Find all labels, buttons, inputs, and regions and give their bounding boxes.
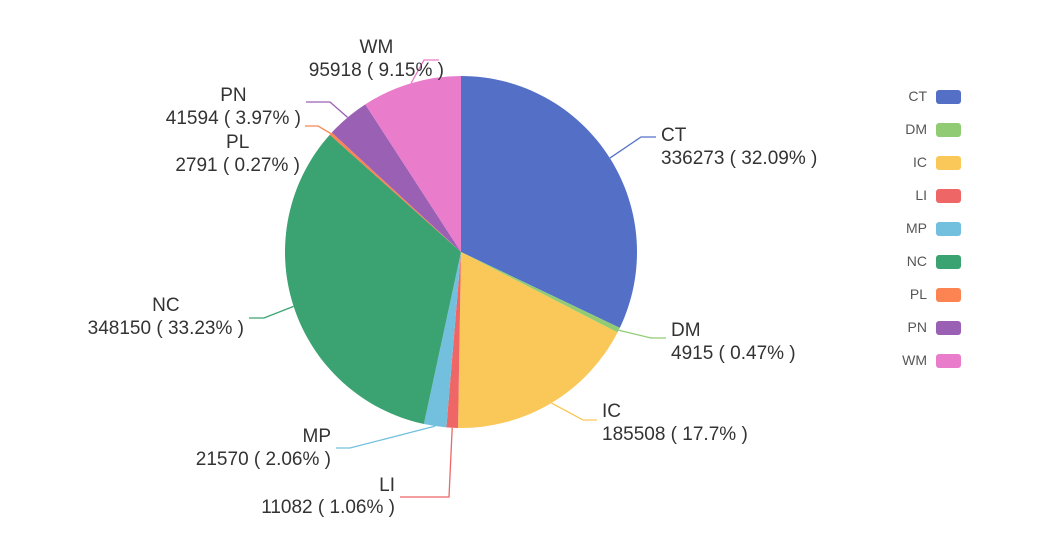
slice-name-label-CT: CT — [661, 125, 687, 146]
legend-item-LI[interactable]: LI — [897, 187, 961, 204]
pie-slice-MP[interactable] — [423, 252, 461, 428]
slice-value-label-IC: 185508 ( 17.7% ) — [602, 424, 748, 445]
legend-label-DM: DM — [905, 121, 927, 137]
pie-slice-IC[interactable] — [458, 252, 618, 429]
label-line-LI — [400, 427, 453, 498]
legend-label-PN: PN — [907, 319, 927, 335]
slice-value-label-PL: 2791 ( 0.27% ) — [175, 155, 300, 176]
legend-item-MP[interactable]: MP — [897, 220, 961, 237]
legend-swatch-NC — [936, 254, 961, 269]
pie-slice-PN[interactable] — [331, 104, 461, 252]
label-line-MP — [336, 425, 436, 449]
label-line-PL — [305, 125, 332, 135]
slice-name-label-PL: PL — [226, 132, 249, 153]
legend-label-MP: MP — [906, 220, 927, 236]
legend-label-NC: NC — [906, 253, 927, 269]
slice-name-label-IC: IC — [602, 401, 621, 422]
pie-slice-PL[interactable] — [329, 132, 461, 252]
slice-name-label-MP: MP — [303, 426, 332, 447]
legend-swatch-LI — [936, 188, 961, 203]
legend-item-IC[interactable]: IC — [897, 154, 961, 171]
slice-value-label-PN: 41594 ( 3.97% ) — [166, 108, 301, 129]
legend-item-CT[interactable]: CT — [897, 88, 961, 105]
legend-item-WM[interactable]: WM — [897, 352, 961, 369]
legend-swatch-IC — [936, 155, 961, 170]
slice-value-label-DM: 4915 ( 0.47% ) — [671, 343, 796, 364]
chart-legend: CT DM IC LI MP NC PL PN WM — [897, 88, 961, 369]
slice-name-label-WM: WM — [360, 37, 394, 58]
legend-swatch-PL — [936, 287, 961, 302]
legend-swatch-DM — [936, 122, 961, 137]
legend-swatch-WM — [936, 353, 961, 368]
pie-slice-CT[interactable] — [461, 76, 638, 328]
label-line-DM — [618, 329, 666, 339]
legend-swatch-CT — [936, 89, 961, 104]
label-line-CT — [609, 136, 656, 159]
legend-label-LI: LI — [915, 187, 927, 203]
slice-value-label-CT: 336273 ( 32.09% ) — [661, 148, 817, 169]
label-line-WM — [410, 59, 439, 84]
legend-label-PL: PL — [909, 286, 927, 302]
slice-value-label-NC: 348150 ( 33.23% ) — [88, 318, 244, 339]
legend-label-IC: IC — [913, 154, 927, 170]
pie-slice-WM[interactable] — [365, 76, 461, 252]
legend-swatch-MP — [936, 221, 961, 236]
pie-slice-NC[interactable] — [285, 134, 461, 425]
pie-slice-LI[interactable] — [446, 252, 461, 428]
slice-value-label-WM: 95918 ( 9.15% ) — [309, 60, 444, 81]
legend-item-PN[interactable]: PN — [897, 319, 961, 336]
label-line-NC — [249, 305, 294, 319]
slice-value-label-LI: 11082 ( 1.06% ) — [261, 497, 395, 518]
legend-label-CT: CT — [908, 88, 927, 104]
legend-label-WM: WM — [902, 352, 927, 368]
slice-name-label-PN: PN — [220, 85, 246, 106]
slice-value-label-MP: 21570 ( 2.06% ) — [196, 449, 331, 470]
pie-slice-DM[interactable] — [461, 252, 620, 333]
slice-name-label-LI: LI — [379, 475, 395, 496]
legend-item-DM[interactable]: DM — [897, 121, 961, 138]
legend-swatch-PN — [936, 320, 961, 335]
legend-item-PL[interactable]: PL — [897, 286, 961, 303]
slice-name-label-NC: NC — [152, 295, 179, 316]
label-line-IC — [551, 402, 597, 421]
slice-name-label-DM: DM — [671, 320, 701, 341]
label-line-PN — [306, 101, 349, 118]
legend-item-NC[interactable]: NC — [897, 253, 961, 270]
